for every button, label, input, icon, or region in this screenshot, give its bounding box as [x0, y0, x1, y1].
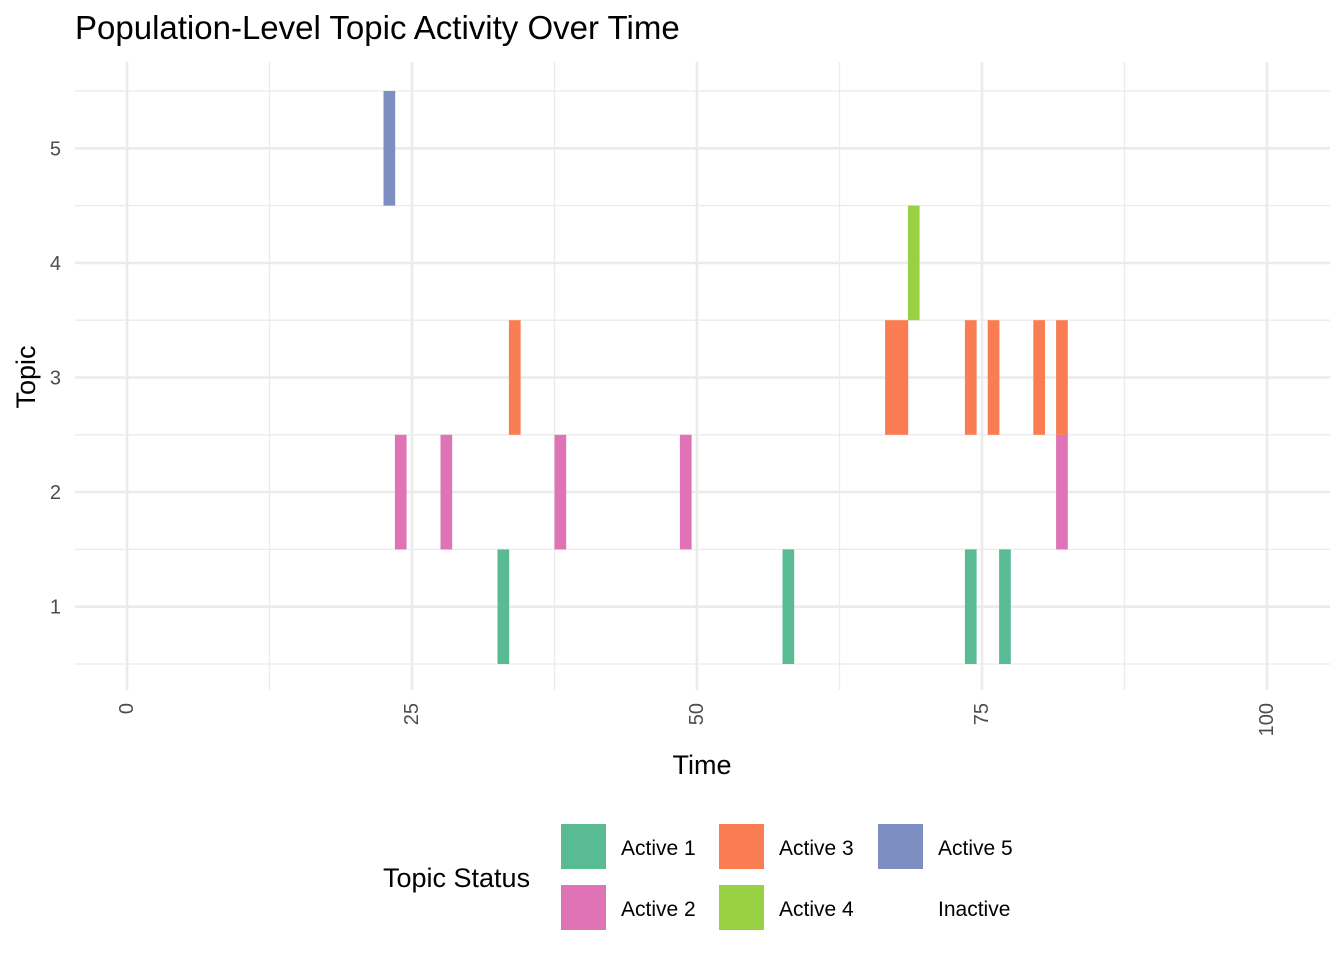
tile-topic-2-time-49: [679, 434, 692, 550]
x-tick-label: 50: [686, 703, 708, 725]
legend-key-active-1: [561, 824, 606, 869]
legend-key-active-4: [719, 885, 764, 930]
axis-ticks: 0 25 50 75 100 1 2 3 4 5: [50, 138, 1278, 736]
legend-label: Active 1: [621, 837, 696, 860]
tile-topic-3-time-76: [987, 320, 1000, 435]
tile-topic-3-time-67: [885, 320, 897, 435]
y-tick-label: 5: [50, 138, 61, 160]
legend-key-active-5: [878, 824, 923, 869]
tile-topic-1-time-77: [999, 549, 1011, 664]
y-tick-label: 1: [50, 597, 61, 619]
tile-topic-3-time-74: [964, 320, 977, 435]
legend: Topic Status Active 1 Active 2 Active 3 Act…: [383, 824, 1013, 930]
legend-title: Topic Status: [383, 863, 530, 893]
tile-topic-1-time-74: [964, 549, 977, 664]
grid: [75, 62, 1330, 690]
legend-key-inactive: [878, 885, 923, 930]
x-tick-label: 25: [401, 703, 423, 725]
tile-topic-3-time-68: [896, 320, 909, 435]
legend-label: Inactive: [938, 898, 1010, 921]
x-tick-label: 75: [971, 703, 993, 725]
heatmap-cells: [383, 91, 1068, 664]
x-tick-label: 100: [1256, 703, 1278, 736]
tile-topic-4-time-69: [907, 205, 920, 321]
x-tick-label: 0: [116, 703, 138, 714]
tile-topic-2-time-24: [394, 434, 407, 550]
tile-topic-2-time-82: [1056, 434, 1068, 550]
chart-title: Population-Level Topic Activity Over Tim…: [75, 9, 680, 46]
y-tick-label: 4: [50, 253, 61, 275]
tile-topic-1-time-58: [782, 549, 795, 664]
legend-key-active-3: [719, 824, 764, 869]
tile-topic-3-time-34: [508, 320, 521, 435]
tile-topic-3-time-82: [1056, 320, 1068, 435]
legend-label: Active 2: [621, 898, 696, 921]
y-tick-label: 2: [50, 482, 61, 504]
tile-topic-2-time-38: [554, 434, 567, 550]
x-axis-title: Time: [673, 750, 732, 780]
tile-topic-1-time-33: [497, 549, 510, 664]
tile-topic-5-time-23: [383, 91, 396, 206]
legend-label: Active 3: [779, 837, 854, 860]
tile-topic-2-time-28: [440, 434, 453, 550]
y-axis-title: Topic: [11, 345, 41, 408]
y-tick-label: 3: [50, 368, 61, 390]
legend-label: Active 4: [779, 898, 854, 921]
legend-label: Active 5: [938, 837, 1013, 860]
legend-key-active-2: [561, 885, 606, 930]
tile-topic-3-time-80: [1033, 320, 1045, 435]
